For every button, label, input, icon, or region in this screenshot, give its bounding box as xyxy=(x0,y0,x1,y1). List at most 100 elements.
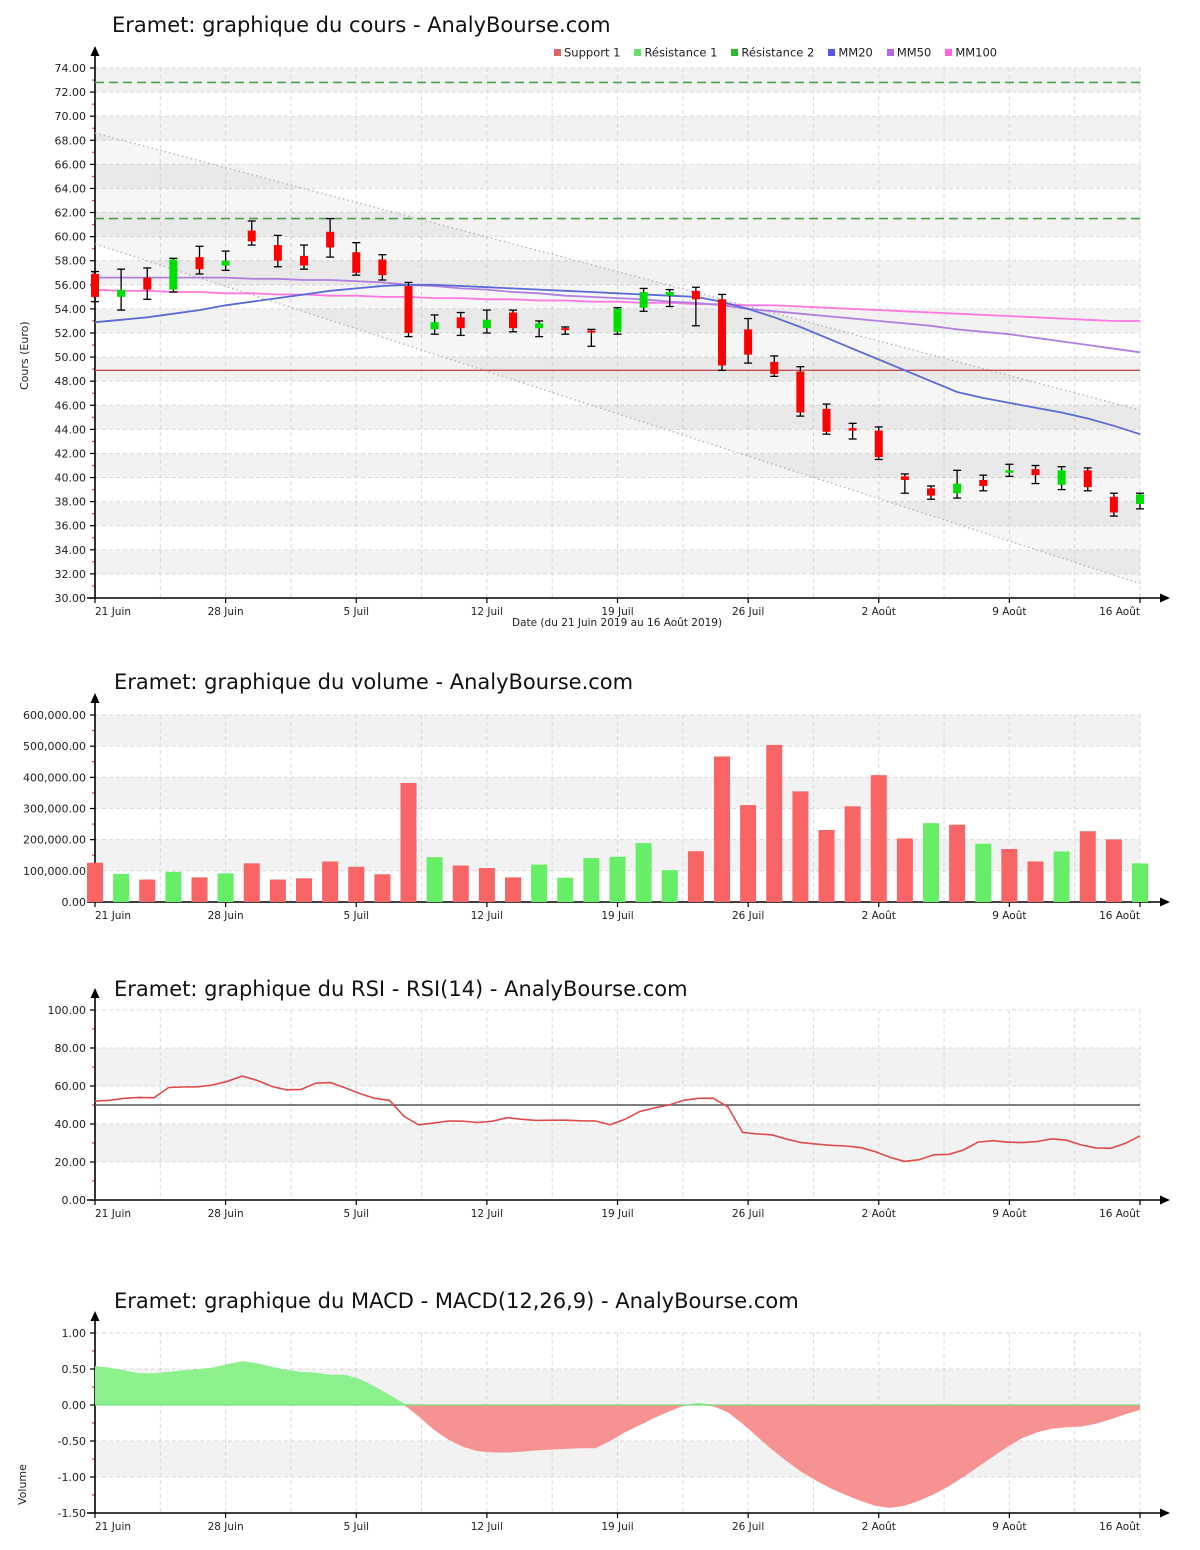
candle-body[interactable] xyxy=(169,259,178,290)
candle-body[interactable] xyxy=(247,230,256,242)
candle-body[interactable] xyxy=(665,292,674,296)
candle-body[interactable] xyxy=(639,292,648,308)
candle-body[interactable] xyxy=(404,286,413,333)
volume-bar[interactable] xyxy=(949,824,966,902)
volume-bar[interactable] xyxy=(296,878,312,902)
volume-bar[interactable] xyxy=(505,877,521,902)
axis-tick-label: 9 Août xyxy=(992,1521,1026,1533)
candle-body[interactable] xyxy=(143,277,152,290)
candle-body[interactable] xyxy=(1109,496,1118,513)
candle-body[interactable] xyxy=(744,329,753,355)
candle-body[interactable] xyxy=(352,252,361,273)
candle-body[interactable] xyxy=(300,255,308,266)
volume-bar[interactable] xyxy=(557,877,574,902)
legend-item-4[interactable]: MM50 xyxy=(886,45,931,60)
volume-bar[interactable] xyxy=(1079,831,1096,902)
volume-bar[interactable] xyxy=(714,756,730,902)
volume-bar[interactable] xyxy=(113,873,130,902)
axis-tick-label: 600,000.00 xyxy=(23,709,86,722)
candle-body[interactable] xyxy=(587,330,596,333)
volume-bar[interactable] xyxy=(165,871,182,902)
candle-body[interactable] xyxy=(1031,469,1040,476)
volume-bar[interactable] xyxy=(687,851,704,902)
candle-body[interactable] xyxy=(221,260,230,266)
candle-body[interactable] xyxy=(718,299,726,366)
candle-body[interactable] xyxy=(561,328,570,331)
candle-body[interactable] xyxy=(1057,470,1066,485)
x-axis-arrow-icon xyxy=(1160,1195,1170,1205)
candle-body[interactable] xyxy=(378,259,387,276)
volume-bar[interactable] xyxy=(87,862,103,902)
candle-body[interactable] xyxy=(927,488,935,496)
price-y-axis-label: Cours (Euro) xyxy=(18,321,31,390)
candle-body[interactable] xyxy=(874,430,883,458)
volume-bar[interactable] xyxy=(661,870,678,902)
volume-bar[interactable] xyxy=(426,857,443,902)
volume-bar[interactable] xyxy=(348,866,365,902)
candle-body[interactable] xyxy=(482,319,491,329)
candle-body[interactable] xyxy=(953,483,962,494)
volume-bar[interactable] xyxy=(870,775,887,902)
macd-chart-canvas[interactable]: -1.50 -1.00 -0.50 0.00 0.50 1.00 21 Juin 28 Jui… xyxy=(0,1285,1200,1550)
legend-item-1[interactable]: Résistance 1 xyxy=(634,45,717,60)
volume-bar[interactable] xyxy=(191,877,208,902)
volume-bar[interactable] xyxy=(217,873,234,902)
volume-bar[interactable] xyxy=(635,843,652,902)
candle-body[interactable] xyxy=(456,317,465,329)
axis-tick-label: 34.00 xyxy=(55,544,87,557)
candle-body[interactable] xyxy=(91,273,99,297)
volume-bar[interactable] xyxy=(975,843,992,902)
volume-bar[interactable] xyxy=(1105,839,1122,902)
volume-bar[interactable] xyxy=(1001,849,1018,902)
candle-body[interactable] xyxy=(326,231,335,248)
volume-bar[interactable] xyxy=(896,838,913,902)
volume-chart-canvas[interactable]: 0.00 100,000.00 200,000.00 300,000.00 400,00… xyxy=(0,660,1200,960)
candle-body[interactable] xyxy=(1083,470,1092,488)
candle-body[interactable] xyxy=(1005,470,1014,473)
volume-bar[interactable] xyxy=(923,823,939,902)
candle-body[interactable] xyxy=(691,290,700,300)
volume-bar[interactable] xyxy=(400,782,417,902)
candle-body[interactable] xyxy=(848,428,857,431)
volume-bar[interactable] xyxy=(1027,861,1044,902)
rsi-chart-canvas[interactable]: 0.00 20.00 40.00 60.00 80.00 100.00 21 Juin 28 … xyxy=(0,965,1200,1250)
volume-bar[interactable] xyxy=(609,856,626,902)
volume-bar[interactable] xyxy=(139,879,156,902)
volume-bar[interactable] xyxy=(740,805,757,902)
volume-bar[interactable] xyxy=(322,861,339,902)
volume-bar[interactable] xyxy=(374,874,391,902)
candle-body[interactable] xyxy=(535,323,544,329)
volume-bar[interactable] xyxy=(478,868,495,902)
volume-bar[interactable] xyxy=(583,858,600,902)
candle-body[interactable] xyxy=(822,408,831,432)
legend-item-2[interactable]: Résistance 2 xyxy=(731,45,814,60)
candle-body[interactable] xyxy=(195,257,204,270)
axis-tick-label: 68.00 xyxy=(55,134,87,147)
candle-body[interactable] xyxy=(430,322,439,330)
candle-body[interactable] xyxy=(509,312,517,329)
candle-body[interactable] xyxy=(273,245,282,261)
volume-bar[interactable] xyxy=(243,863,260,902)
volume-bar[interactable] xyxy=(269,879,286,902)
candle-body[interactable] xyxy=(613,308,622,332)
volume-bar[interactable] xyxy=(792,791,809,902)
price-chart-canvas[interactable]: 30.00 32.00 34.00 36.00 38.00 40.00 42.00 44.00… xyxy=(0,0,1200,640)
legend-item-0[interactable]: Support 1 xyxy=(554,45,620,60)
candle-body[interactable] xyxy=(770,361,779,374)
candle-body[interactable] xyxy=(900,476,909,480)
volume-bar[interactable] xyxy=(844,806,861,902)
volume-bar[interactable] xyxy=(766,744,783,902)
rsi-line[interactable] xyxy=(94,1075,1141,1163)
volume-bar[interactable] xyxy=(1132,863,1148,902)
volume-bar[interactable] xyxy=(452,865,469,902)
candle-body[interactable] xyxy=(796,371,805,413)
legend-item-3[interactable]: MM20 xyxy=(828,45,873,60)
volume-bar[interactable] xyxy=(1053,851,1070,902)
candle-body[interactable] xyxy=(117,289,126,297)
volume-bar[interactable] xyxy=(818,830,835,902)
volume-bar[interactable] xyxy=(531,864,548,902)
candle-body[interactable] xyxy=(979,479,988,486)
candle-body[interactable] xyxy=(1136,494,1144,505)
legend-item-5[interactable]: MM100 xyxy=(945,45,997,60)
axis-tick-label: 38.00 xyxy=(55,496,87,509)
